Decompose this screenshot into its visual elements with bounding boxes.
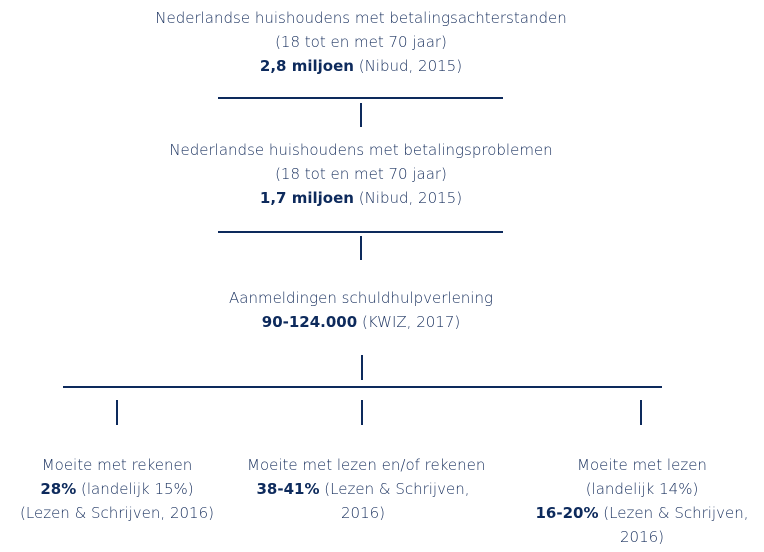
node-value: 90-124.000 (261, 313, 358, 331)
node-figure: 90-124.000 (KWIZ, 2017) (61, 310, 661, 334)
branch-value: 16-20% (535, 504, 599, 522)
branch-note: (landelijk 15%) (81, 480, 194, 498)
branch-value: 28% (40, 480, 77, 498)
branch: Moeite met lezen en/of rekenen 38-41% (L… (247, 453, 486, 525)
branch-label: Moeite met lezen en/of rekenen (247, 456, 486, 474)
branch-source: (Lezen & Schrijven, 2016) (603, 504, 749, 546)
branch-label: Moeite met lezen (577, 456, 707, 474)
node-source: (Nibud, 2015) (358, 189, 463, 207)
branch-note: (landelijk 14%) (585, 480, 699, 498)
node-value: 2,8 miljoen (259, 57, 354, 75)
branch: Moeite met rekenen 28% (landelijk 15%) (… (2, 453, 232, 525)
node-label: Aanmeldingen schuldhulpverlening (229, 289, 493, 307)
branch: Moeite met lezen (landelijk 14%) 16-20% … (526, 453, 758, 549)
node-figure: 2,8 miljoen (Nibud, 2015) (61, 54, 661, 78)
node: Nederlandse huishoudens met betalingspro… (61, 138, 661, 210)
branch-source: (Lezen & Schrijven, 2016) (324, 480, 470, 522)
branch-figure: 28% (landelijk 15%) (2, 477, 232, 501)
branch-value: 38-41% (256, 480, 320, 498)
branch-figure: 16-20% (Lezen & Schrijven, 2016) (526, 501, 758, 549)
node-value: 1,7 miljoen (259, 189, 354, 207)
node-source: (Nibud, 2015) (358, 57, 463, 75)
branch-figure: 38-41% (Lezen & Schrijven, 2016) (247, 477, 479, 525)
node-figure: 1,7 miljoen (Nibud, 2015) (61, 186, 661, 210)
node: Aanmeldingen schuldhulpverlening 90-124.… (61, 286, 661, 334)
node-label: Nederlandse huishoudens met betalingspro… (169, 141, 553, 159)
node-range: (18 tot en met 70 jaar) (275, 165, 447, 183)
node: Nederlandse huishoudens met betalingsach… (61, 6, 661, 78)
node-range: (18 tot en met 70 jaar) (275, 33, 447, 51)
branch-label: Moeite met rekenen (41, 456, 193, 474)
node-source: (KWIZ, 2017) (361, 313, 461, 331)
branch-source: (Lezen & Schrijven, 2016) (20, 504, 214, 522)
node-label: Nederlandse huishoudens met betalingsach… (155, 9, 567, 27)
